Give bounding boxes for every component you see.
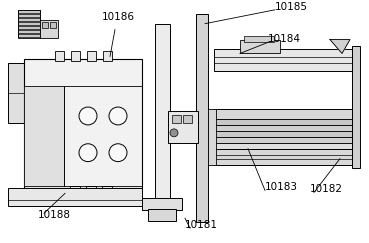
Text: 10183: 10183 [265,182,298,192]
Text: 10188: 10188 [38,210,71,220]
Bar [214,109,352,119]
Bar [196,14,208,222]
Bar [102,186,112,194]
Bar [87,52,96,61]
Bar [214,50,352,71]
Bar [352,46,360,168]
Circle shape [79,144,97,162]
Bar [86,186,96,194]
Bar [183,115,192,123]
Bar [42,22,48,28]
Bar [50,22,56,28]
Bar [18,10,40,38]
Text: 10184: 10184 [268,34,301,43]
Bar [55,52,64,61]
Bar [214,125,352,131]
Bar [148,209,176,221]
Bar [214,119,352,125]
Bar [24,86,64,186]
Bar [240,40,280,53]
Bar [244,35,274,42]
Text: 10181: 10181 [185,220,218,230]
Bar [168,111,198,143]
Text: 10185: 10185 [275,2,308,12]
Bar [208,109,216,165]
Bar [155,24,170,200]
Text: 10182: 10182 [310,184,343,194]
Bar [18,10,40,13]
Bar [214,143,352,149]
Circle shape [170,129,178,137]
Circle shape [79,107,97,125]
Circle shape [109,107,127,125]
Bar [142,198,182,210]
Bar [214,137,352,143]
Bar [172,115,181,123]
Bar [18,18,40,21]
Polygon shape [330,40,350,53]
Bar [18,14,40,17]
Bar [18,30,40,33]
Bar [103,52,112,61]
Text: 10186: 10186 [102,12,135,22]
Bar [8,188,142,206]
Bar [71,52,80,61]
Bar [24,59,142,188]
Bar [8,63,24,123]
Bar [214,131,352,137]
Circle shape [109,144,127,162]
Bar [18,22,40,25]
Bar [214,149,352,165]
Bar [70,186,80,194]
Bar [40,20,58,38]
Bar [18,26,40,29]
Bar [18,34,40,37]
